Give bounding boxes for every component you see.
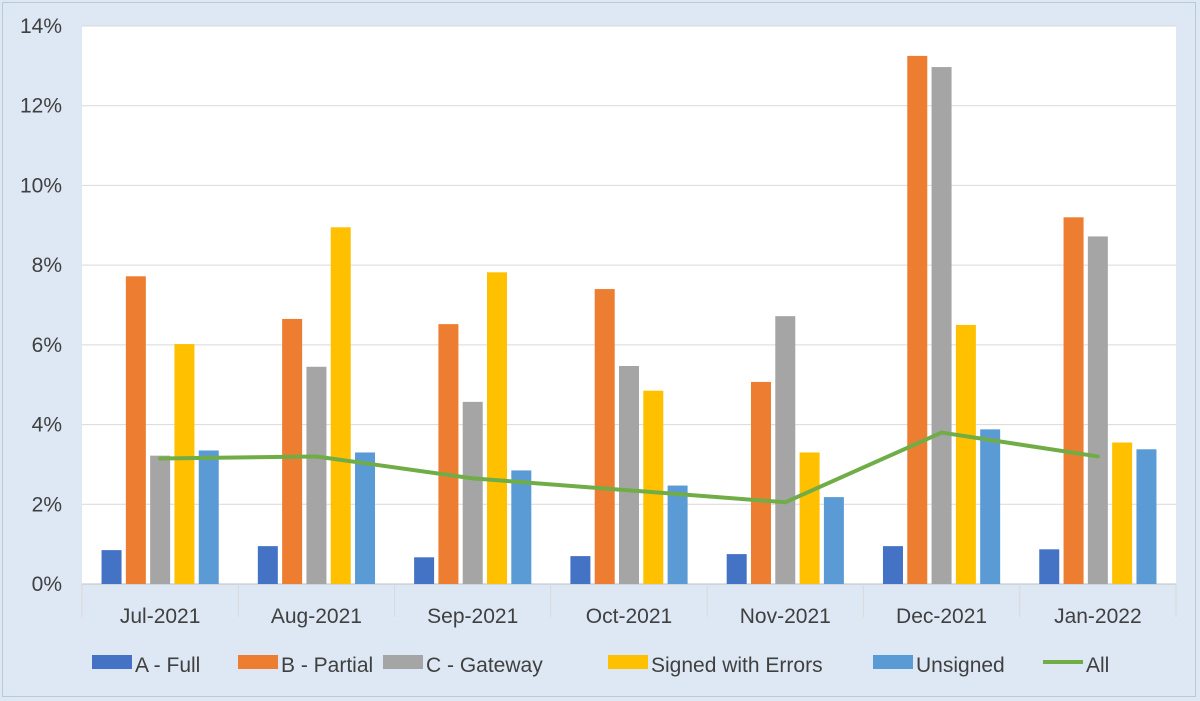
legend-swatch-signed-with-errors (608, 655, 648, 669)
bars (101, 55, 1157, 585)
bar-signed-with-errors (487, 272, 508, 584)
bar-b-partial (594, 289, 615, 584)
bar-c-gateway (775, 316, 796, 584)
legend-label-a-full: A - Full (135, 654, 200, 677)
legend-swatch-unsigned (873, 655, 913, 669)
bar-signed-with-errors (1112, 442, 1133, 584)
bar-signed-with-errors (955, 324, 976, 584)
x-tick-label: Aug-2021 (271, 605, 362, 628)
bar-b-partial (750, 381, 771, 584)
y-tick-label: 8% (32, 254, 62, 277)
bar-a-full (1039, 549, 1060, 584)
bar-a-full (101, 550, 122, 584)
bar-b-partial (282, 318, 303, 584)
bar-b-partial (907, 55, 928, 584)
legend-swatch-a-full (92, 655, 132, 669)
legend-label-unsigned: Unsigned (916, 654, 1005, 677)
bar-unsigned (511, 470, 532, 584)
bar-a-full (726, 554, 747, 584)
bar-unsigned (667, 485, 688, 584)
bar-c-gateway (619, 365, 639, 584)
y-tick-label: 14% (20, 15, 62, 38)
bar-signed-with-errors (174, 344, 195, 584)
legend: A - Full B - Partial C - Gateway Signed wit… (92, 654, 1109, 677)
x-tick-label: Sep-2021 (427, 605, 518, 628)
legend-label-signed-with-errors: Signed with Errors (651, 654, 823, 677)
y-tick-label: 2% (32, 493, 62, 516)
bar-a-full (414, 557, 435, 584)
y-tick-label: 6% (32, 334, 62, 357)
bar-signed-with-errors (643, 390, 664, 584)
bar-unsigned (823, 497, 844, 584)
bar-b-partial (125, 276, 146, 584)
y-tick-label: 10% (20, 174, 62, 197)
legend-label-c-gateway: C - Gateway (426, 654, 543, 677)
legend-label-b-partial: B - Partial (281, 654, 373, 677)
legend-swatch-b-partial (238, 655, 278, 669)
x-tick-label: Jul-2021 (120, 605, 201, 628)
bar-a-full (570, 556, 591, 584)
legend-swatch-c-gateway (383, 655, 423, 669)
bar-c-gateway (306, 366, 327, 584)
y-tick-label: 0% (32, 573, 62, 596)
bar-b-partial (438, 324, 459, 584)
all-line-series (158, 430, 1100, 505)
x-tick-label: Dec-2021 (896, 605, 987, 628)
bar-b-partial (1063, 217, 1084, 585)
bar-a-full (257, 546, 278, 584)
legend-label-all: All (1086, 654, 1109, 677)
y-tick-label: 4% (32, 414, 62, 437)
bar-a-full (882, 546, 903, 584)
bar-unsigned (198, 450, 219, 584)
bar-signed-with-errors (799, 452, 820, 584)
x-tick-label: Nov-2021 (740, 605, 831, 628)
bar-c-gateway (1087, 236, 1108, 584)
bar-unsigned (355, 452, 376, 584)
x-tick-label: Jan-2022 (1054, 605, 1142, 628)
bar-c-gateway (150, 455, 171, 584)
x-tick-label: Oct-2021 (586, 605, 672, 628)
bar-unsigned (980, 429, 1001, 584)
y-tick-label: 12% (20, 95, 62, 118)
x-axis: Jul-2021 Aug-2021 Sep-2021 Oct-2021 Nov-2021… (81, 584, 1177, 628)
bar-c-gateway (462, 401, 483, 584)
bar-signed-with-errors (330, 227, 351, 584)
bar-c-gateway (931, 67, 952, 584)
bar-unsigned (1136, 449, 1157, 584)
y-axis-ticks: 0% 2% 4% 6% 8% 10% 12% 14% (20, 15, 62, 596)
